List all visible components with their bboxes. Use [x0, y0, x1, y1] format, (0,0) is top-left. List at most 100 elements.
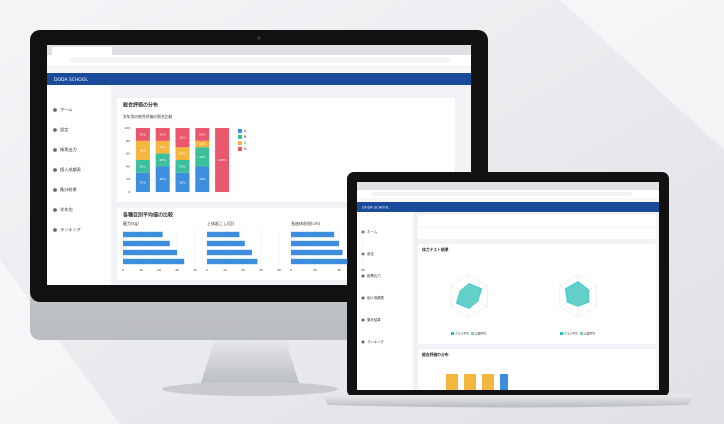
- bar: [291, 240, 339, 247]
- bar: [207, 231, 240, 238]
- url-field: [372, 192, 632, 196]
- legend-swatch: [238, 129, 242, 133]
- bar-segment: [175, 160, 190, 173]
- bar-segment: [195, 166, 210, 192]
- bar: [207, 249, 252, 256]
- app-title: DODA SCHOOL: [362, 206, 389, 210]
- bar-segment: [155, 166, 170, 192]
- legend-label: B: [244, 135, 247, 139]
- bar-segment: [195, 128, 210, 141]
- bookmark-bar: [357, 198, 659, 202]
- legend-swatch: [238, 141, 242, 145]
- menu-icon: [53, 148, 57, 152]
- bar-segment: [175, 172, 190, 192]
- y-tick-label: 100: [124, 126, 130, 130]
- bar-segment: [135, 172, 150, 192]
- bar-shape: [500, 374, 508, 390]
- app-title: DODA SCHOOL: [54, 77, 88, 83]
- sidebar: [357, 212, 413, 390]
- x-tick-label: 10: [223, 268, 227, 272]
- data-label: 30%: [199, 155, 206, 159]
- card-title: 各種目別平均値の比較: [122, 212, 174, 219]
- x-tick-label: 40: [193, 268, 197, 272]
- x-tick-label: 20: [313, 268, 317, 272]
- y-tick-label: 80: [126, 139, 130, 143]
- data-label: 30%: [140, 180, 147, 184]
- radar-area: [459, 285, 479, 307]
- y-tick-label: 0: [128, 190, 130, 194]
- x-tick-label: 0: [290, 268, 292, 272]
- x-tick-label: 20: [241, 268, 245, 272]
- menu-item: ランキング: [60, 226, 81, 233]
- bar: [207, 258, 258, 265]
- y-tick-label: 40: [126, 164, 130, 168]
- tab-bar: [47, 45, 471, 55]
- data-label: 20%: [199, 132, 206, 136]
- tab-bar: [357, 182, 659, 190]
- data-label: 20%: [159, 158, 166, 162]
- bar-segment: [195, 140, 210, 148]
- app-header: [47, 73, 471, 85]
- menu-icon: [361, 274, 365, 278]
- legend-label: D: [244, 147, 247, 151]
- bar: [291, 249, 343, 256]
- menu-item: 集計結果: [60, 186, 78, 193]
- bar: [123, 240, 170, 247]
- menu-icon: [53, 108, 57, 112]
- legend-label: クラス平均: [455, 332, 469, 336]
- app-header: [357, 202, 659, 212]
- chart-title: 長座体前屈(cm): [291, 220, 321, 226]
- chart-subtitle: 学年別の総合評価の割合比較: [123, 114, 173, 119]
- charts: 総合評価の分布学年別の総合評価の割合比較02040608010030%20%30…: [122, 102, 597, 336]
- menu-icon: [53, 228, 57, 232]
- bar: [291, 258, 348, 265]
- data-label: 30%: [179, 180, 186, 184]
- data-label: 30%: [140, 148, 147, 152]
- menu-item: 設定: [60, 126, 68, 133]
- data-label: 20%: [140, 164, 147, 168]
- tab: [52, 47, 112, 55]
- menu-item: 学年別: [60, 206, 73, 213]
- legend-swatch: [471, 332, 474, 335]
- legend-swatch: [451, 332, 454, 335]
- radar-area: [568, 285, 588, 307]
- menu-item: 帳票出力: [367, 273, 381, 278]
- x-tick-label: 60: [361, 268, 365, 272]
- bar-segment: [175, 147, 190, 160]
- data-label: 100%: [218, 158, 227, 162]
- menu-item: ランキング: [367, 339, 384, 344]
- legend-label: A: [244, 129, 247, 133]
- bar-shape: [464, 374, 476, 390]
- data-label: 40%: [159, 177, 166, 181]
- chart-title: 体力テスト結果: [421, 247, 449, 252]
- bar-shape: [482, 374, 494, 390]
- menu-icon: [53, 128, 57, 132]
- stand: [200, 338, 300, 386]
- x-tick-label: 10: [139, 268, 143, 272]
- menu-item: 個人成績表: [367, 295, 385, 300]
- card: [418, 349, 656, 390]
- legend-swatch: [560, 332, 563, 335]
- data-label: 40%: [199, 177, 206, 181]
- x-tick-label: 0: [206, 268, 208, 272]
- bg-shape: [560, 0, 724, 150]
- sidebar: [47, 85, 111, 285]
- menu-item: ホーム: [60, 107, 72, 112]
- bar-segment: [135, 140, 150, 160]
- bar: [123, 258, 185, 265]
- bar-segment: [175, 128, 190, 148]
- x-tick-label: 40: [277, 268, 281, 272]
- x-tick-label: 30: [259, 268, 263, 272]
- laptop-base: [322, 395, 694, 408]
- legend-label: クラス平均: [564, 332, 578, 336]
- bookmark-bar: [47, 65, 471, 73]
- chart-title: 上体起こし(回): [207, 220, 235, 226]
- menu-icon: [361, 296, 365, 300]
- card: [418, 244, 656, 344]
- menu-item: 設定: [367, 251, 374, 256]
- bar: [291, 231, 335, 238]
- legend-swatch: [580, 332, 583, 335]
- menu-item: 個人成績表: [60, 166, 82, 173]
- menu-icon: [53, 168, 57, 172]
